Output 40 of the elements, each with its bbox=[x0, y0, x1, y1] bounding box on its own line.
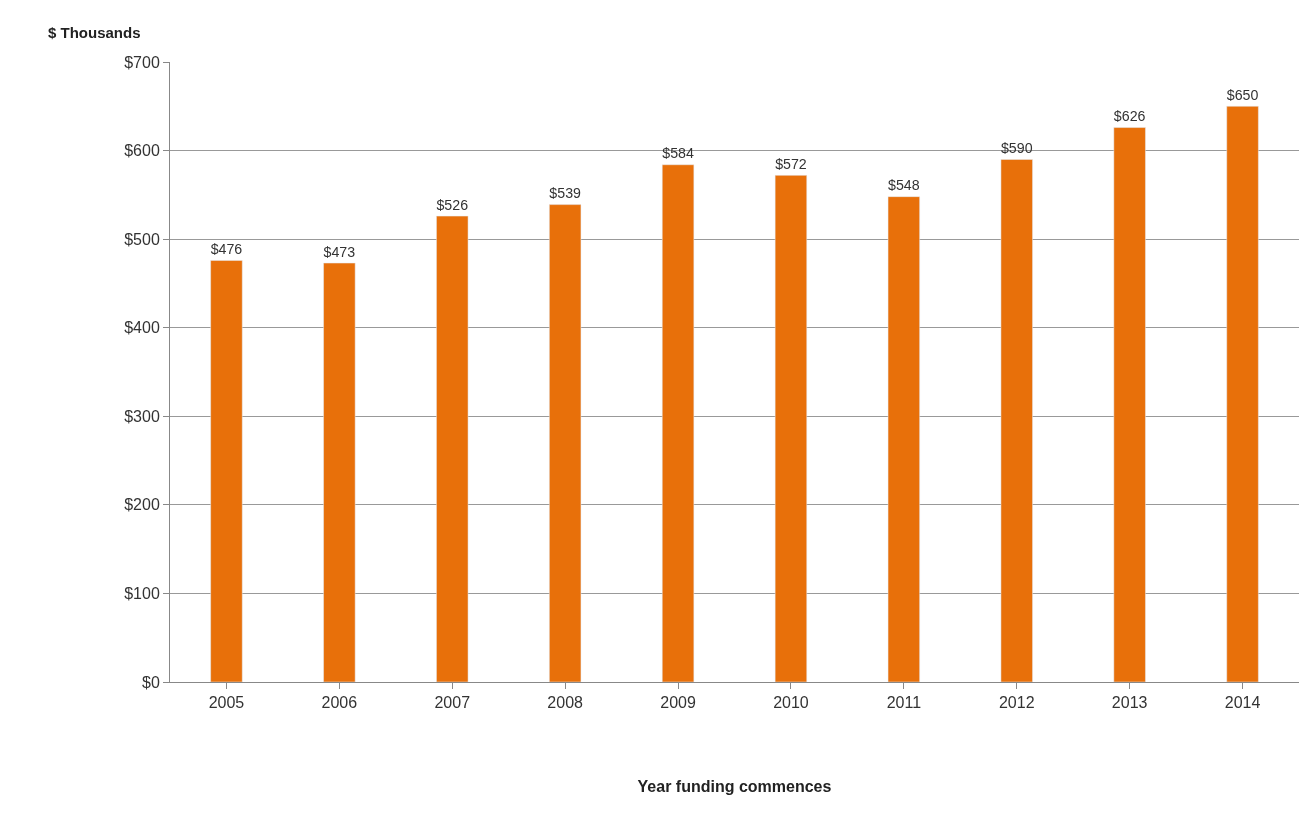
bar bbox=[210, 260, 243, 682]
x-axis-title: Year funding commences bbox=[637, 777, 832, 795]
y-tick-label: $300 bbox=[124, 407, 160, 425]
x-tick-label: 2005 bbox=[208, 694, 245, 712]
data-label: $526 bbox=[436, 196, 469, 213]
x-tick-label: 2013 bbox=[1111, 694, 1148, 712]
bar bbox=[661, 164, 695, 682]
x-tick-label: 2012 bbox=[998, 694, 1035, 712]
bar bbox=[323, 262, 356, 682]
data-label: $584 bbox=[662, 145, 694, 162]
bar bbox=[549, 204, 582, 682]
y-axis-title: $ Thousands bbox=[48, 24, 141, 41]
x-tick-label: 2014 bbox=[1224, 694, 1261, 712]
bar bbox=[1113, 127, 1146, 682]
x-tick-label: 2007 bbox=[434, 694, 471, 712]
x-tick-label: 2008 bbox=[547, 694, 584, 712]
y-tick-label: $700 bbox=[124, 53, 160, 71]
y-tick-label: $0 bbox=[142, 673, 160, 691]
bar bbox=[774, 175, 808, 682]
bar bbox=[887, 196, 920, 682]
bar bbox=[1000, 159, 1033, 682]
data-label: $473 bbox=[323, 243, 356, 260]
x-tick-label: 2011 bbox=[886, 694, 922, 712]
x-tick-label: 2006 bbox=[321, 694, 358, 712]
data-label: $476 bbox=[210, 241, 243, 258]
y-tick-label: $200 bbox=[124, 496, 160, 514]
y-tick-label: $100 bbox=[124, 585, 160, 603]
data-label: $572 bbox=[775, 156, 807, 173]
data-label: $590 bbox=[1000, 140, 1033, 157]
data-label: $626 bbox=[1113, 108, 1146, 125]
x-tick-label: 2009 bbox=[660, 694, 696, 712]
data-label: $650 bbox=[1226, 86, 1259, 103]
y-tick-label: $600 bbox=[124, 142, 160, 160]
data-label: $539 bbox=[549, 185, 582, 202]
bar bbox=[436, 215, 469, 682]
x-tick-label: 2010 bbox=[773, 694, 809, 712]
data-label: $548 bbox=[888, 177, 920, 194]
y-tick-label: $500 bbox=[124, 230, 160, 248]
y-tick-label: $400 bbox=[124, 319, 160, 337]
bar bbox=[1226, 106, 1259, 682]
